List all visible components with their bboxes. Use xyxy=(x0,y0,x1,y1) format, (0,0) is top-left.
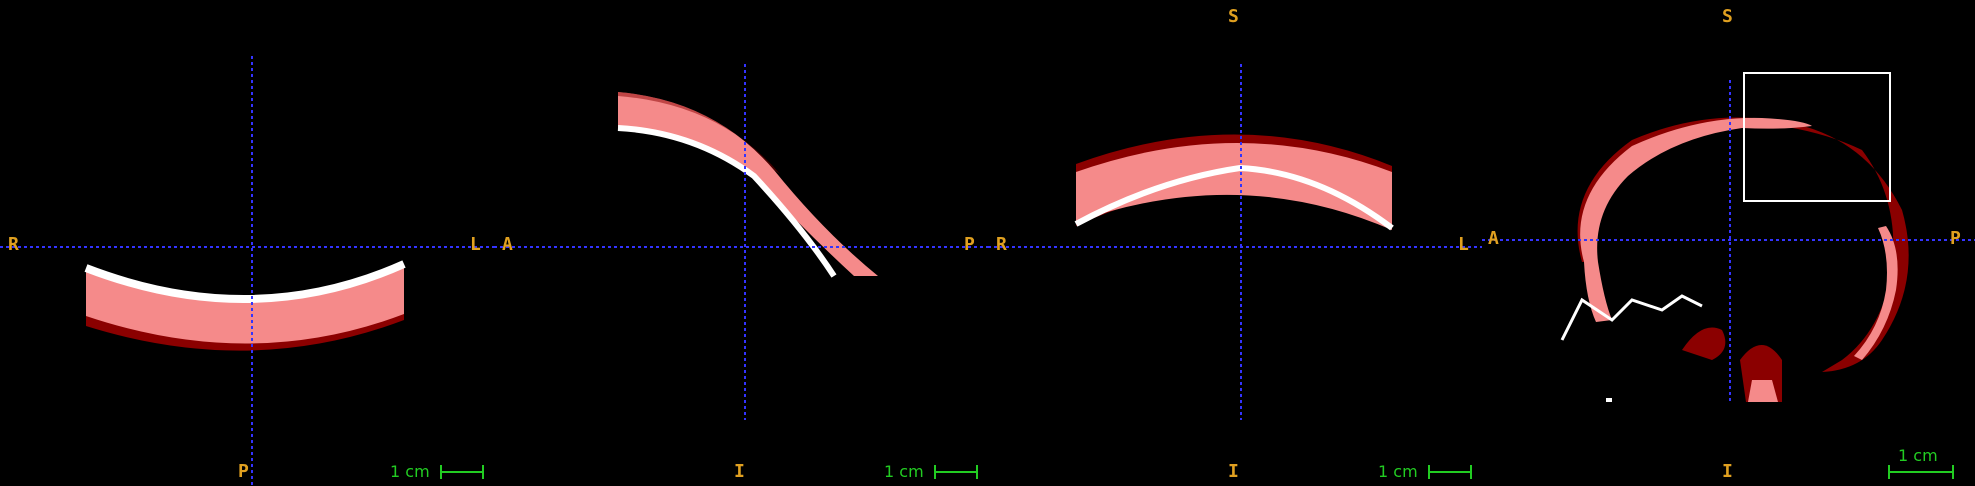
segment-dark-base xyxy=(1682,327,1726,360)
segment-light-sagittal xyxy=(618,92,878,276)
sagittal-image xyxy=(494,64,988,420)
scale-bar xyxy=(934,465,978,479)
viewport-sagittal-overview[interactable]: A P S I 1 cm xyxy=(1482,0,1975,486)
viewport-axial[interactable]: R L P 1 cm xyxy=(0,0,494,486)
scale-bar-label: 1 cm xyxy=(390,462,430,481)
scale-bar-label: 1 cm xyxy=(1378,462,1418,481)
orient-label-bottom: I xyxy=(734,461,745,482)
segment-speck xyxy=(1606,398,1612,402)
orient-label-right: P xyxy=(1950,228,1961,249)
orient-label-left: R xyxy=(996,234,1007,255)
orient-label-left: A xyxy=(1488,228,1499,249)
segment-light-overview-right xyxy=(1854,226,1898,360)
orient-label-bottom: I xyxy=(1722,461,1733,482)
scale-bar xyxy=(1888,465,1954,479)
segment-light-base xyxy=(1748,380,1778,402)
orient-label-bottom: I xyxy=(1228,461,1239,482)
scale-bar-label: 1 cm xyxy=(1898,446,1938,465)
roi-box xyxy=(1743,72,1891,202)
segment-edge-base xyxy=(1560,294,1703,341)
segment-dark-overview xyxy=(1577,117,1909,372)
axial-image xyxy=(0,56,494,486)
viewport-sagittal[interactable]: A P I 1 cm xyxy=(494,0,988,486)
scale-bar xyxy=(1428,465,1472,479)
orient-label-bottom: P xyxy=(238,461,249,482)
scale-bar xyxy=(440,465,484,479)
orient-label-left: A xyxy=(502,234,513,255)
coronal-image xyxy=(988,64,1482,420)
overview-image xyxy=(1482,72,1975,404)
orient-label-right: L xyxy=(1458,234,1469,255)
segment-edge-sagittal xyxy=(617,125,837,278)
orient-label-right: P xyxy=(964,234,975,255)
segment-light-axial xyxy=(86,266,404,344)
scale-bar-label: 1 cm xyxy=(884,462,924,481)
segment-edge-coronal xyxy=(1074,164,1394,231)
segment-edge-axial xyxy=(84,260,406,304)
orient-label-right: L xyxy=(470,234,481,255)
orient-label-left: R xyxy=(8,234,19,255)
viewport-coronal[interactable]: R L S I 1 cm xyxy=(988,0,1482,486)
segment-light-overview xyxy=(1580,117,1812,322)
orient-label-top: S xyxy=(1228,6,1239,27)
orient-label-top: S xyxy=(1722,6,1733,27)
segment-light-coronal xyxy=(1076,143,1392,230)
